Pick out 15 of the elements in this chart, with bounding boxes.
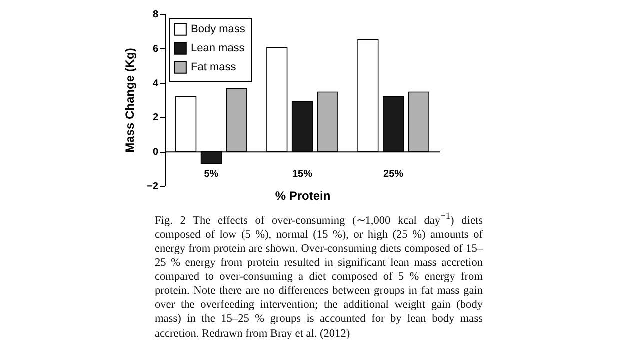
x-tick-label: 15% (292, 169, 313, 180)
y-tick-label: 2 (152, 112, 159, 124)
x-tick-label: 25% (384, 169, 404, 180)
y-tick-label: 4 (152, 78, 159, 90)
legend-label: Lean mass (191, 42, 246, 54)
legend-label: Body mass (191, 24, 246, 36)
x-axis-title: % Protein (275, 189, 331, 204)
y-axis-title: Mass Change (Kg) (123, 48, 138, 153)
x-tick-label: 5% (204, 169, 219, 180)
y-tick-label: −2 (147, 182, 159, 192)
text: Fig. 2 The effects of over-consuming (∼1,000 kcal day$^{−1}$) diets composed of low (5 %), normal (15 %), or high (25 %) amounts of energy from protein are shown. Over-consuming diets composed of 15–25 % energy from protein resulted in significant lean mass accretion compared to over-consuming a diet composed of 5 % energy from protein. Note there are no differences between groups in fat mass gain over the overfeeding intervention; the additional weight gain (body mass) in the 15–25 % groups is accounted for by lean body mass accretion. Redrawn from Bray et al. (2012) (155, 212, 483, 340)
legend-label: Fat mass (191, 62, 237, 74)
y-tick-label: 8 (152, 10, 159, 20)
y-tick-label: 0 (152, 147, 159, 158)
y-tick-label: 6 (152, 44, 159, 55)
